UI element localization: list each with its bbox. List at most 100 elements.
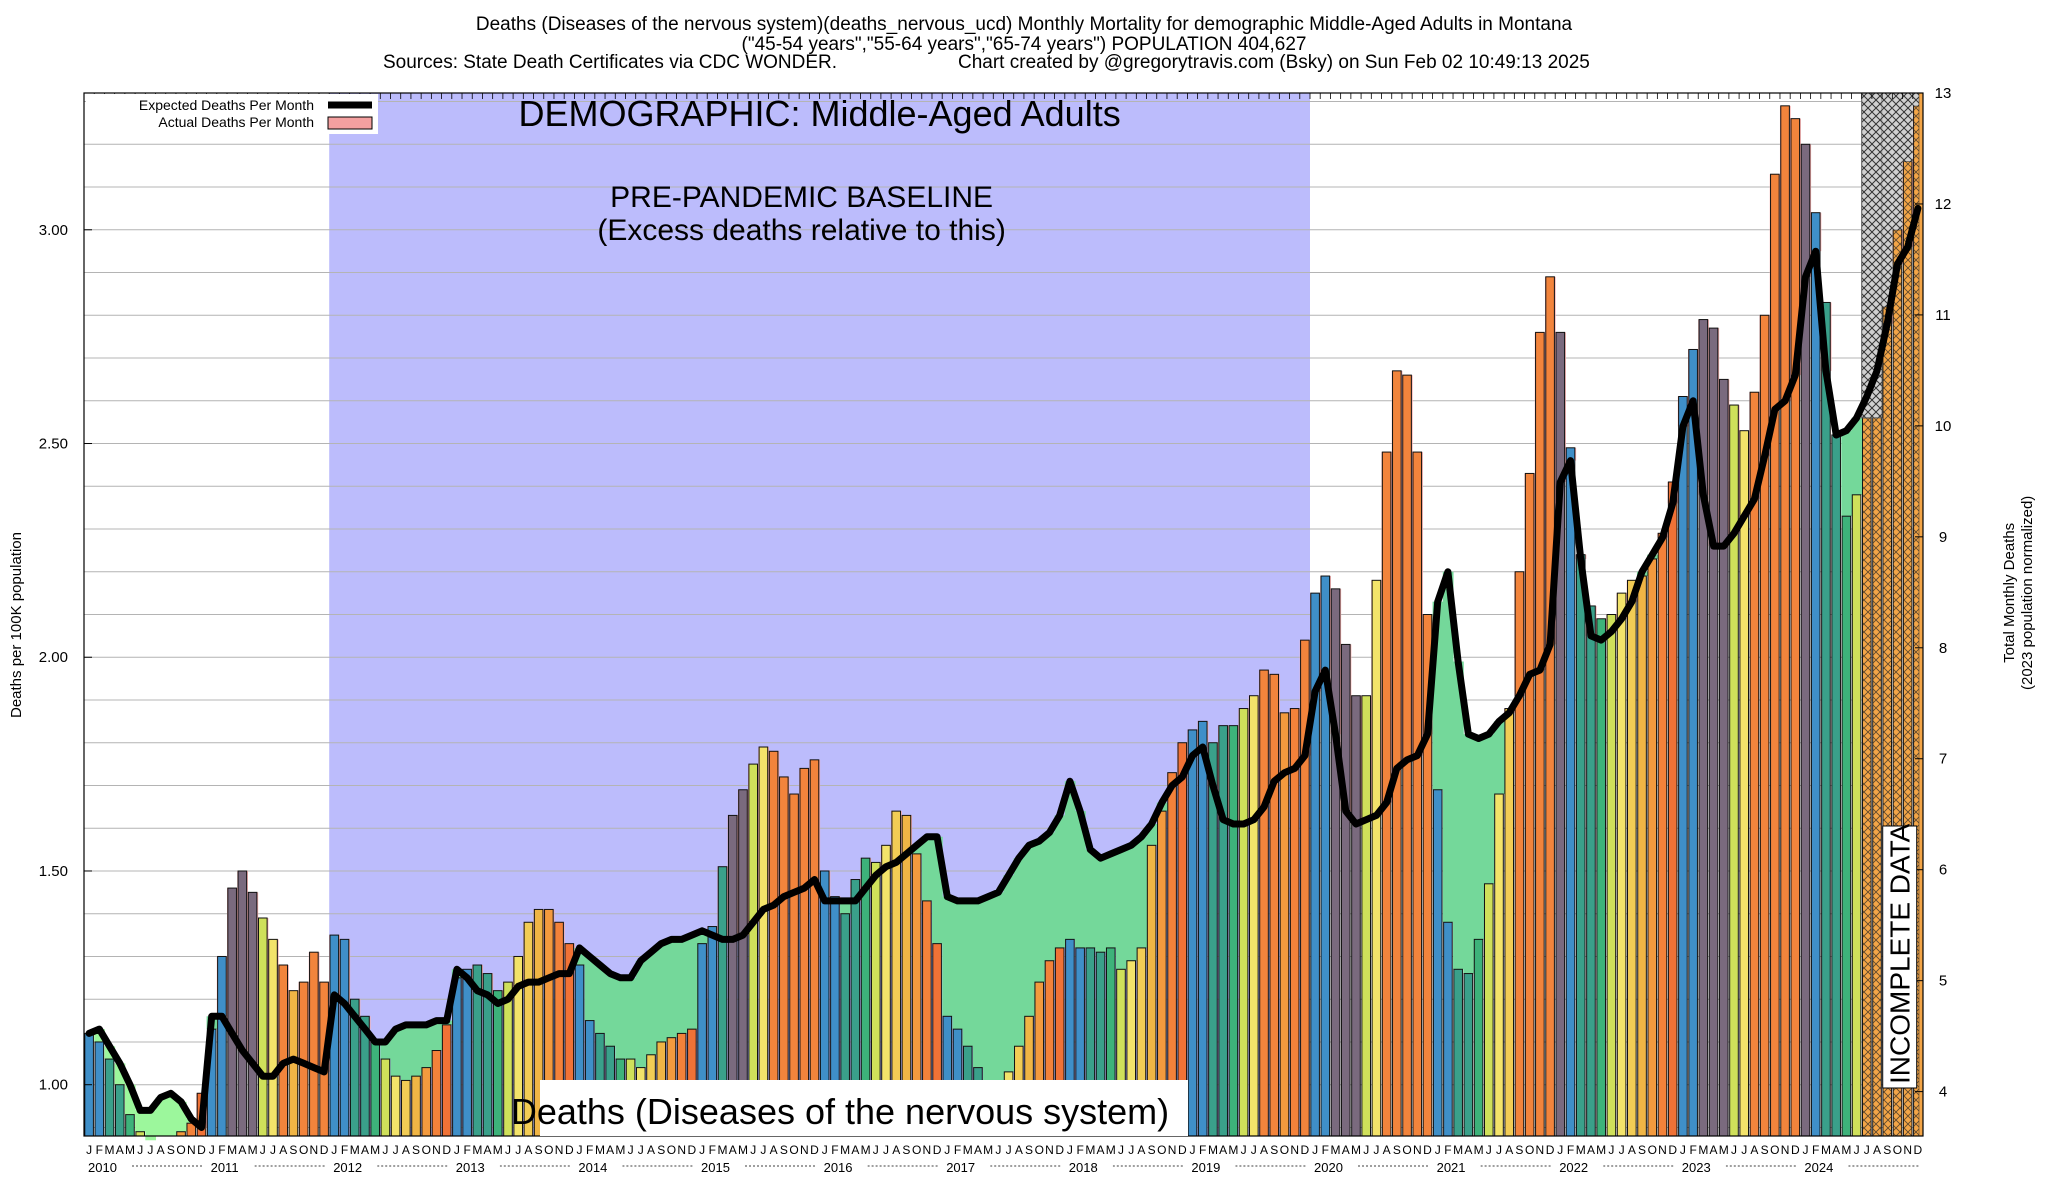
cause-label-bg: [540, 1080, 1188, 1136]
bar: [1627, 579, 1637, 1137]
x-month-label: A: [1342, 1143, 1350, 1157]
y2-tick-label: 9: [1939, 529, 1947, 546]
bar: [1249, 695, 1259, 1137]
x-month-label: N: [1903, 1143, 1912, 1157]
x-month-label: J: [638, 1143, 644, 1157]
incomplete-hatch: [1902, 93, 1913, 162]
x-year-label: 2010: [88, 1160, 117, 1175]
x-month-label: J: [137, 1143, 143, 1157]
bar: [1473, 938, 1484, 1137]
year-label-bg: [1557, 1158, 1604, 1174]
x-month-label: N: [432, 1143, 441, 1157]
x-month-label: S: [167, 1143, 175, 1157]
bar: [1851, 494, 1862, 1137]
deficit-segment: [1054, 815, 1066, 948]
year-label-bg: [1434, 1158, 1481, 1174]
x-month-label: D: [565, 1143, 574, 1157]
x-month-label: J: [393, 1143, 399, 1157]
deficit-segment: [605, 973, 616, 1047]
bar: [1371, 579, 1382, 1137]
x-month-label: S: [289, 1143, 297, 1157]
x-month-label: J: [1741, 1143, 1747, 1157]
year-label-bg: [699, 1158, 745, 1174]
x-month-label: A: [238, 1143, 246, 1157]
x-month-label: A: [606, 1143, 614, 1157]
x-year-label: 2019: [1191, 1160, 1220, 1175]
deficit-segment: [1442, 571, 1454, 923]
x-month-label: S: [902, 1143, 910, 1157]
x-year-label: 2017: [946, 1160, 975, 1175]
x-month-label: A: [1710, 1143, 1718, 1157]
deficit-segment: [431, 1020, 443, 1051]
x-month-label: N: [1536, 1143, 1545, 1157]
x-month-label: N: [1168, 1143, 1177, 1157]
bar: [135, 1131, 145, 1137]
x-month-label: F: [954, 1143, 961, 1157]
deficit-segment: [656, 943, 667, 1042]
x-month-label: F: [1199, 1143, 1206, 1157]
bar: [380, 1058, 391, 1137]
bar-hatch: [1903, 161, 1912, 1137]
x-month-label: M: [1576, 1143, 1586, 1157]
deficit-segment: [380, 1041, 391, 1060]
deficit-segment: [1115, 849, 1127, 970]
deficit-segment: [135, 1110, 146, 1132]
x-month-label: D: [442, 1143, 451, 1157]
y2-tick-label: 7: [1939, 751, 1947, 768]
x-month-label: O: [789, 1143, 798, 1157]
x-month-label: J: [147, 1143, 153, 1157]
bar: [1310, 592, 1320, 1137]
y2-tick-label: 11: [1935, 307, 1951, 324]
deficit-segment: [175, 1101, 187, 1132]
x-month-label: M: [472, 1143, 482, 1157]
x-year-label: 2012: [333, 1160, 362, 1175]
x-month-label: S: [1148, 1143, 1156, 1157]
x-month-label: M: [1106, 1143, 1116, 1157]
deficit-segment: [1105, 853, 1117, 948]
deficit-segment: [1146, 823, 1158, 846]
x-month-label: S: [657, 1143, 665, 1157]
x-month-label: J: [995, 1143, 1001, 1157]
y2-tick-label: 8: [1939, 640, 1947, 657]
bar: [1637, 575, 1647, 1137]
x-year-label: 2023: [1682, 1160, 1711, 1175]
y2-axis: 4 5 6 7 8 9 10 11 12 13: [1915, 85, 1951, 1101]
bar: [1269, 673, 1280, 1137]
x-month-label: N: [310, 1143, 319, 1157]
incomplete-label: INCOMPLETE DATA: [1885, 823, 1916, 1084]
x-month-label: A: [1832, 1143, 1840, 1157]
deficit-segment: [584, 956, 596, 1021]
bar: [370, 1041, 380, 1137]
x-month-label: S: [1393, 1143, 1401, 1157]
bar: [257, 917, 268, 1137]
deficit-segment: [1044, 832, 1056, 961]
bar-hatch: [1872, 349, 1882, 1136]
deficit-segment: [1034, 841, 1045, 983]
bar: [1483, 883, 1494, 1137]
bar: [1729, 404, 1739, 1137]
x-month-label: N: [1781, 1143, 1790, 1157]
x-month-label: J: [515, 1143, 521, 1157]
bar: [1708, 327, 1719, 1137]
bar: [1504, 708, 1515, 1137]
bar: [1340, 643, 1351, 1137]
y2-tick-label: 5: [1939, 973, 1947, 990]
bar: [421, 1067, 432, 1137]
bar: [1770, 173, 1780, 1137]
bar: [1555, 331, 1566, 1137]
x-month-label: D: [1791, 1143, 1800, 1157]
bar: [1443, 921, 1453, 1137]
x-month-label: A: [484, 1143, 492, 1157]
year-label-bg: [331, 1158, 378, 1174]
x-month-label: D: [688, 1143, 697, 1157]
x-month-label: F: [1076, 1143, 1083, 1157]
deficit-segment: [410, 1024, 422, 1077]
bar: [1565, 447, 1576, 1137]
bar: [1841, 515, 1852, 1137]
legend-label-expected: Expected Deaths Per Month: [139, 97, 314, 113]
deficit-segment: [124, 1084, 136, 1115]
bar: [1535, 331, 1545, 1137]
year-label-bg: [1312, 1158, 1358, 1174]
x-month-label: M: [963, 1143, 973, 1157]
